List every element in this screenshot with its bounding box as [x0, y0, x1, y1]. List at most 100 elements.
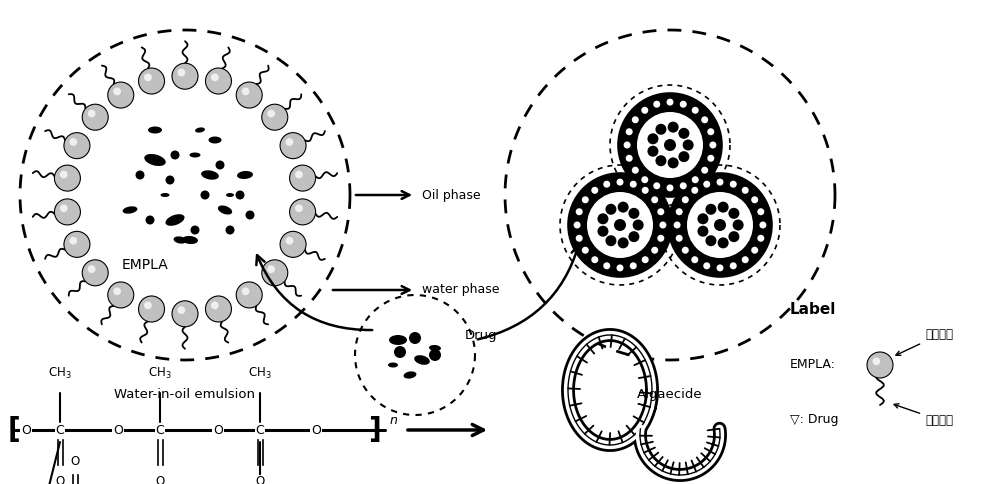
- Circle shape: [697, 226, 708, 237]
- FancyArrowPatch shape: [256, 255, 372, 330]
- Ellipse shape: [165, 214, 185, 226]
- Circle shape: [280, 133, 306, 159]
- Circle shape: [867, 352, 893, 378]
- Circle shape: [709, 141, 716, 149]
- Circle shape: [701, 116, 708, 123]
- Circle shape: [409, 332, 421, 344]
- Text: O: O: [213, 424, 223, 437]
- Circle shape: [190, 226, 200, 235]
- Circle shape: [728, 231, 739, 242]
- Ellipse shape: [388, 363, 398, 367]
- Ellipse shape: [190, 152, 200, 157]
- Circle shape: [603, 262, 610, 269]
- Circle shape: [714, 219, 726, 231]
- Circle shape: [680, 101, 687, 108]
- Circle shape: [267, 110, 275, 118]
- Text: EMPLA: EMPLA: [122, 258, 168, 272]
- Circle shape: [614, 219, 626, 231]
- Circle shape: [657, 235, 664, 242]
- Circle shape: [567, 172, 673, 278]
- Circle shape: [678, 151, 689, 162]
- Circle shape: [172, 63, 198, 89]
- Circle shape: [113, 287, 121, 295]
- Circle shape: [246, 211, 254, 220]
- Text: O: O: [155, 475, 165, 484]
- Circle shape: [205, 296, 231, 322]
- Circle shape: [632, 166, 639, 174]
- Circle shape: [605, 235, 616, 246]
- Circle shape: [616, 179, 624, 185]
- Circle shape: [653, 182, 660, 189]
- Circle shape: [642, 187, 649, 194]
- Circle shape: [757, 208, 764, 215]
- Ellipse shape: [144, 154, 166, 166]
- Ellipse shape: [195, 127, 205, 133]
- Circle shape: [666, 99, 674, 106]
- Circle shape: [682, 247, 689, 254]
- Circle shape: [659, 222, 666, 228]
- Circle shape: [177, 306, 185, 314]
- Circle shape: [730, 181, 737, 188]
- Text: Drug: Drug: [465, 329, 498, 342]
- Text: EMPLA:: EMPLA:: [790, 359, 836, 372]
- Circle shape: [617, 92, 723, 198]
- Ellipse shape: [123, 206, 137, 213]
- Circle shape: [691, 187, 698, 194]
- Text: CH$_3$: CH$_3$: [148, 366, 172, 381]
- Circle shape: [630, 181, 637, 188]
- Circle shape: [618, 202, 629, 212]
- Circle shape: [618, 237, 629, 248]
- Ellipse shape: [226, 193, 234, 197]
- Circle shape: [587, 192, 653, 258]
- Circle shape: [69, 237, 77, 244]
- Circle shape: [211, 302, 219, 309]
- Circle shape: [616, 264, 624, 272]
- Circle shape: [647, 146, 658, 157]
- Text: [: [: [8, 416, 20, 444]
- Text: ]: ]: [368, 416, 380, 444]
- Circle shape: [674, 222, 681, 228]
- Circle shape: [54, 165, 80, 191]
- Text: O: O: [70, 455, 80, 468]
- Ellipse shape: [174, 236, 186, 243]
- Circle shape: [632, 116, 639, 123]
- Text: C: C: [56, 424, 64, 437]
- Text: O: O: [255, 475, 265, 484]
- Circle shape: [576, 235, 583, 242]
- Circle shape: [657, 208, 664, 215]
- Circle shape: [716, 179, 724, 185]
- Circle shape: [718, 202, 729, 212]
- Circle shape: [633, 220, 644, 230]
- Circle shape: [687, 192, 753, 258]
- Circle shape: [574, 222, 581, 228]
- Circle shape: [683, 139, 694, 151]
- Circle shape: [429, 349, 441, 361]
- Text: O: O: [113, 424, 123, 437]
- Circle shape: [703, 181, 710, 188]
- Circle shape: [88, 110, 95, 118]
- Circle shape: [697, 213, 708, 224]
- Circle shape: [82, 104, 108, 130]
- Text: n: n: [390, 413, 398, 426]
- Ellipse shape: [160, 193, 170, 197]
- Circle shape: [666, 184, 674, 191]
- Circle shape: [705, 204, 716, 215]
- Circle shape: [626, 128, 633, 135]
- Circle shape: [692, 107, 699, 114]
- Circle shape: [668, 121, 679, 133]
- Circle shape: [742, 256, 749, 263]
- Ellipse shape: [429, 345, 441, 351]
- Circle shape: [680, 182, 687, 189]
- Circle shape: [582, 247, 589, 254]
- Circle shape: [166, 176, 175, 184]
- Text: O: O: [311, 424, 321, 437]
- Circle shape: [630, 262, 637, 269]
- Circle shape: [136, 170, 144, 180]
- Circle shape: [576, 208, 583, 215]
- Circle shape: [716, 264, 724, 272]
- Circle shape: [757, 235, 764, 242]
- Circle shape: [591, 256, 598, 263]
- Circle shape: [139, 296, 165, 322]
- Circle shape: [394, 346, 406, 358]
- Circle shape: [628, 208, 639, 219]
